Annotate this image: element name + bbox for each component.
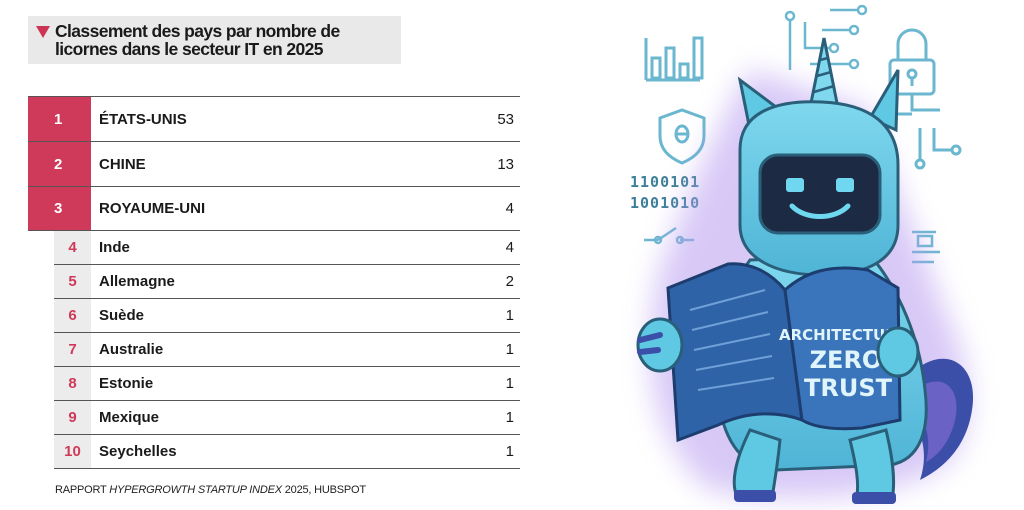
book: ARCHITECTURE ZERO TRUST — [636, 262, 920, 443]
unicorn-count: 53 — [497, 110, 514, 128]
table-row: 3 ROYAUME-UNI 4 — [28, 186, 520, 231]
unicorn-count: 1 — [505, 375, 514, 392]
unicorn-count: 4 — [505, 200, 514, 217]
unicorn-count: 1 — [505, 341, 514, 358]
table-row: 10 Seychelles 1 — [54, 435, 520, 469]
lock-icon — [888, 28, 962, 170]
smiley-face — [786, 178, 854, 219]
table-row: 1 ÉTATS-UNIS 53 — [28, 96, 520, 141]
shield-icon — [658, 108, 706, 165]
triangle-down-icon — [36, 26, 50, 38]
rank-number: 4 — [54, 231, 91, 264]
rank-number: 9 — [54, 401, 91, 434]
binary-line: 1001010 — [630, 194, 700, 212]
rank-number: 5 — [54, 265, 91, 298]
rank-number: 10 — [54, 435, 91, 468]
table-row: 9 Mexique 1 — [54, 401, 520, 435]
unicorn-head — [737, 37, 900, 277]
country-name: Seychelles — [99, 443, 177, 460]
unicorn-count: 4 — [505, 239, 514, 256]
ranking-table: 1 ÉTATS-UNIS 53 2 CHINE 13 3 ROYAUME-UNI… — [28, 96, 520, 469]
book-title-line: ZERO — [810, 346, 883, 374]
source-credit: RAPPORT HYPERGROWTH STARTUP INDEX 2025, … — [55, 484, 366, 496]
table-row: 2 CHINE 13 — [28, 141, 520, 186]
country-name: Estonie — [99, 375, 154, 392]
rank-number: 2 — [28, 142, 91, 186]
circuit-lines-icon — [784, 4, 868, 70]
unicorn-count: 1 — [505, 307, 514, 324]
rank-number: 3 — [28, 187, 91, 230]
book-title-line: ARCHITECTURE — [779, 326, 907, 344]
rank-number: 7 — [54, 333, 91, 366]
table-row: 4 Inde 4 — [54, 231, 520, 265]
chart-bars-icon — [644, 36, 704, 82]
rank-number: 6 — [54, 299, 91, 332]
unicorn-count: 13 — [497, 155, 514, 173]
book-title-line: TRUST — [804, 374, 893, 402]
chart-title: Classement des pays par nombre de licorn… — [55, 21, 340, 59]
country-name: ROYAUME-UNI — [99, 200, 206, 217]
binary-code: 1100101 1001010 — [630, 173, 700, 212]
country-name: CHINE — [99, 155, 146, 173]
country-name: Suède — [99, 307, 145, 324]
country-name: ÉTATS-UNIS — [99, 110, 187, 128]
country-name: Mexique — [99, 409, 160, 426]
table-row: 5 Allemagne 2 — [54, 265, 520, 299]
unicorn-count: 1 — [505, 443, 514, 460]
unicorn-count: 2 — [505, 273, 514, 290]
binary-line: 1100101 — [630, 173, 700, 191]
table-row: 7 Australie 1 — [54, 333, 520, 367]
table-row: 6 Suède 1 — [54, 299, 520, 333]
rank-number: 8 — [54, 367, 91, 400]
unicorn-count: 1 — [505, 409, 514, 426]
country-name: Inde — [99, 239, 130, 256]
country-name: Allemagne — [99, 273, 175, 290]
rank-number: 1 — [28, 97, 91, 141]
chart-title-box: Classement des pays par nombre de licorn… — [28, 16, 401, 64]
table-row: 8 Estonie 1 — [54, 367, 520, 401]
country-name: Australie — [99, 341, 164, 358]
unicorn-illustration: 1100101 1001010 — [630, 4, 974, 504]
